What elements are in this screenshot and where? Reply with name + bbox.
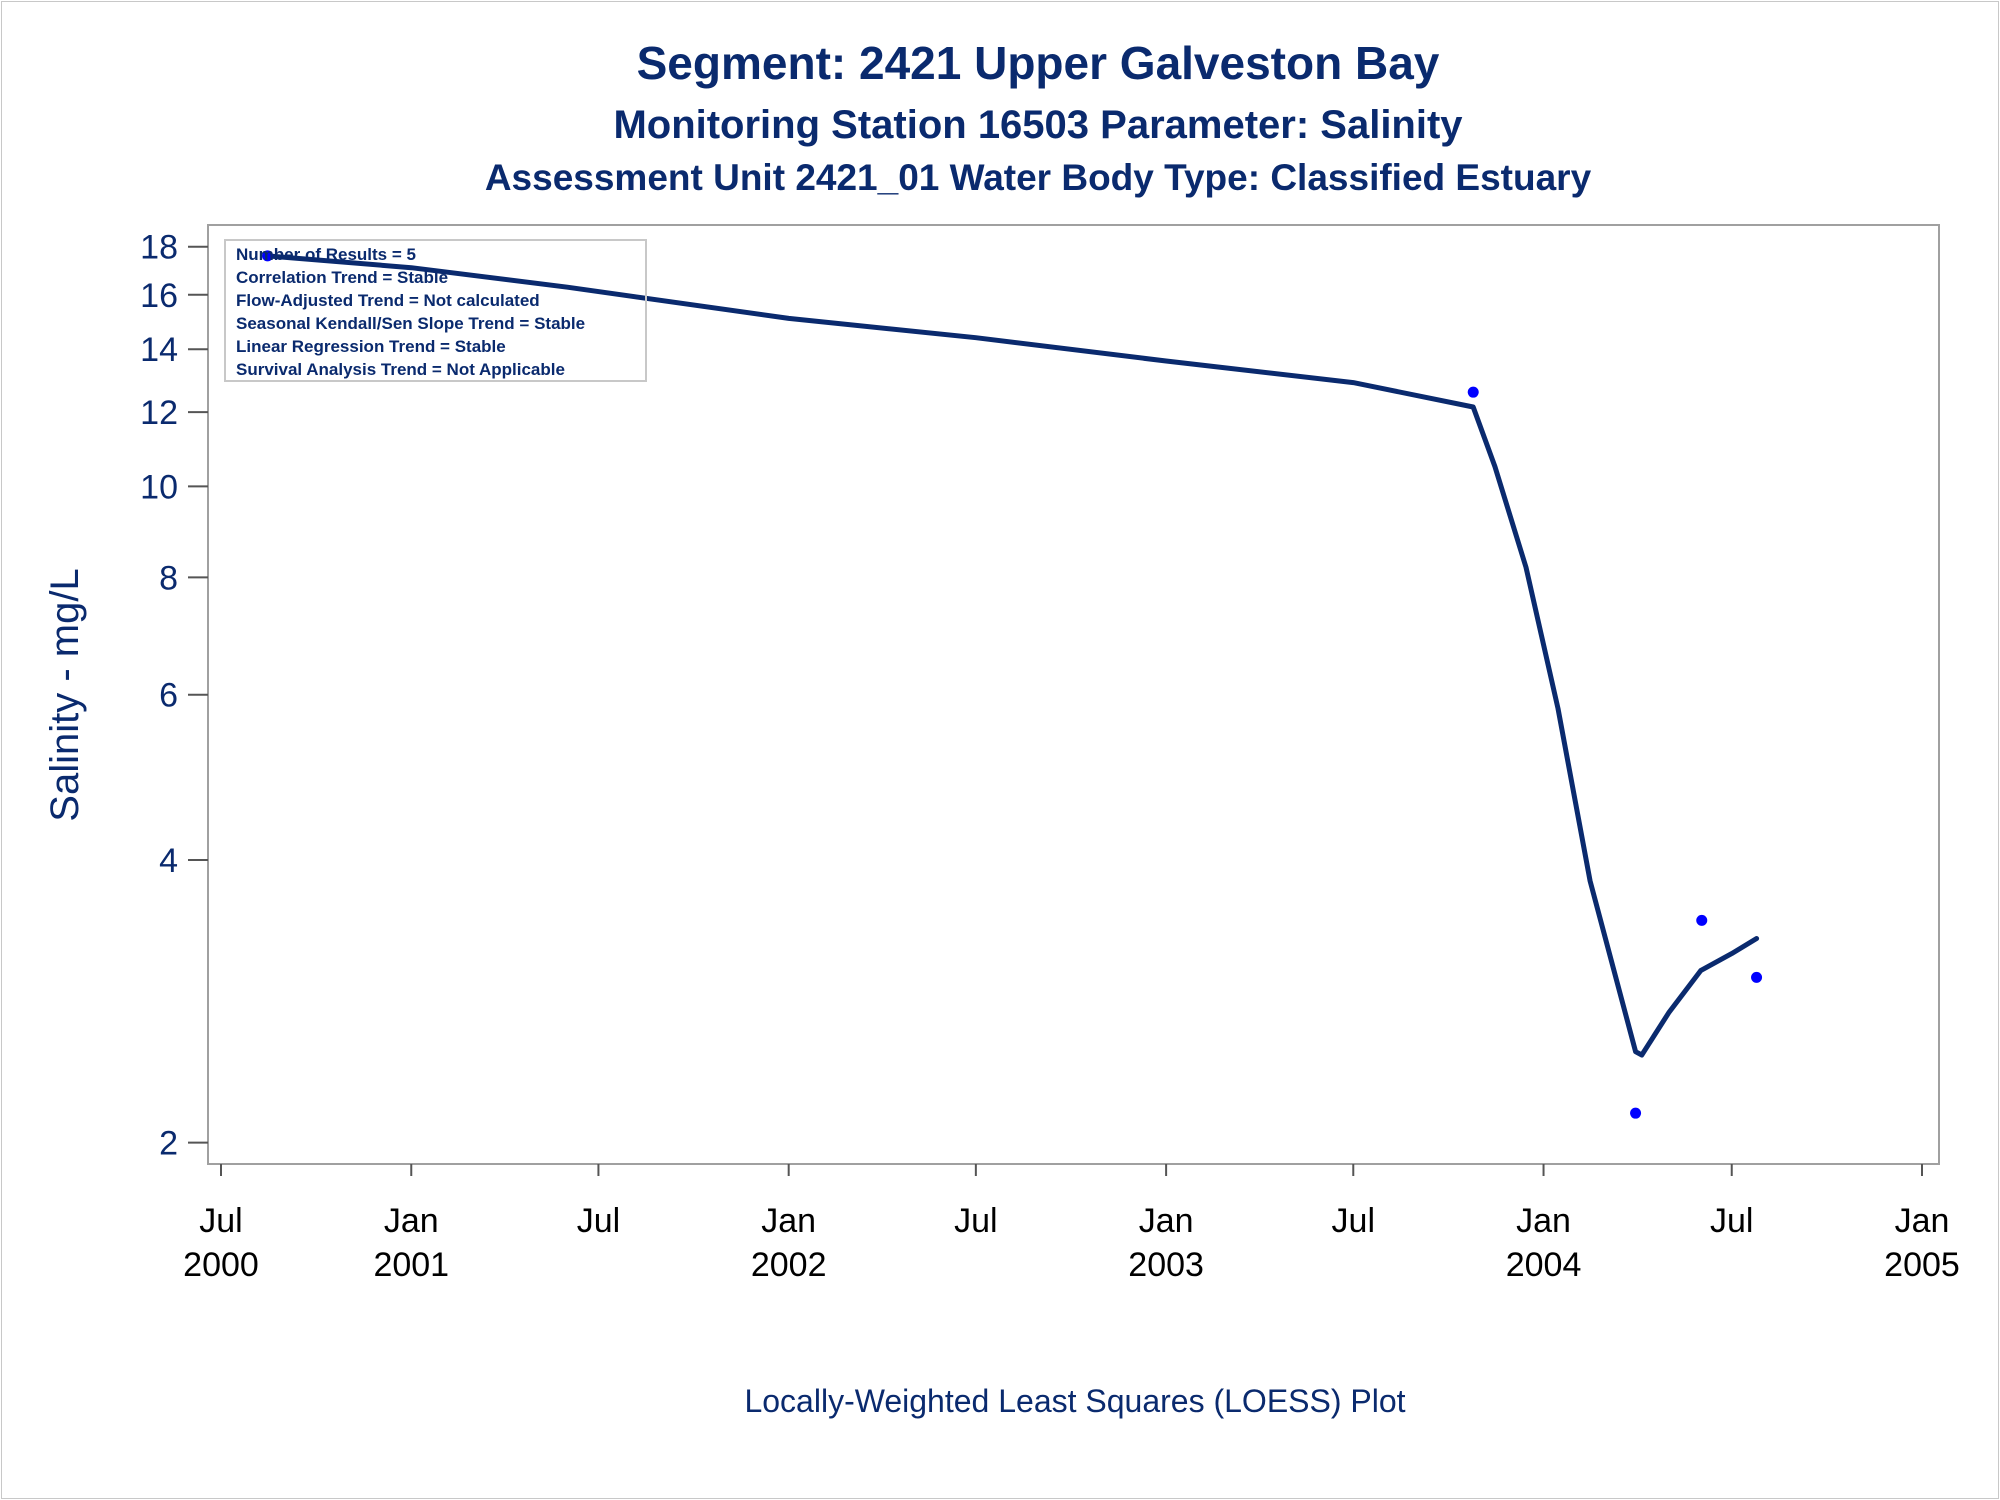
trend-summary-line: Linear Regression Trend = Stable <box>236 337 506 356</box>
trend-summary-box: Number of Results = 5 Correlation Trend … <box>224 239 647 382</box>
x-tick-label: Jul <box>1710 1202 1753 1240</box>
x-tick-label-year: 2000 <box>183 1246 259 1284</box>
trend-summary-line: Survival Analysis Trend = Not Applicable <box>236 360 565 379</box>
x-tick-label: Jan <box>1139 1202 1194 1240</box>
trend-summary-line: Seasonal Kendall/Sen Slope Trend = Stabl… <box>236 314 585 333</box>
x-tick-label-year: 2004 <box>1506 1246 1582 1284</box>
chart-subtitle-assessment: Assessment Unit 2421_01 Water Body Type:… <box>485 157 1592 198</box>
trend-summary-line: Flow-Adjusted Trend = Not calculated <box>236 291 540 310</box>
x-tick-label: Jan <box>1895 1202 1950 1240</box>
trend-summary-line: Number of Results = 5 <box>236 245 416 264</box>
x-tick-label: Jan <box>384 1202 439 1240</box>
data-point <box>1751 971 1763 983</box>
y-tick-label: 12 <box>140 394 178 432</box>
data-point <box>262 250 274 262</box>
y-tick-label: 2 <box>159 1125 178 1163</box>
x-tick-label-year: 2001 <box>373 1246 449 1284</box>
x-tick-label: Jul <box>577 1202 620 1240</box>
x-axis: Jul 2000 Jan 2001 Jul Jan 2002 Jul Jan 2003 Jul Jan… <box>183 1164 1960 1284</box>
data-point <box>1467 386 1479 398</box>
x-tick-label: Jul <box>954 1202 997 1240</box>
trend-summary-line: Correlation Trend = Stable <box>236 268 448 287</box>
plot-footnote: Locally-Weighted Least Squares (LOESS) P… <box>744 1383 1405 1419</box>
y-tick-label: 16 <box>140 277 178 315</box>
y-tick-label: 8 <box>159 559 178 597</box>
x-tick-label-year: 2005 <box>1884 1246 1960 1284</box>
data-point <box>1696 914 1708 926</box>
y-tick-label: 18 <box>140 229 178 267</box>
y-tick-label: 10 <box>140 468 178 506</box>
loess-curve <box>265 253 1760 1058</box>
y-tick-label: 4 <box>159 842 178 880</box>
y-tick-label: 6 <box>159 677 178 715</box>
x-tick-label: Jan <box>761 1202 816 1240</box>
x-tick-label-year: 2003 <box>1128 1246 1204 1284</box>
x-tick-label: Jul <box>1332 1202 1375 1240</box>
data-points <box>262 250 1763 1119</box>
data-point <box>1630 1107 1642 1119</box>
x-tick-label: Jan <box>1516 1202 1571 1240</box>
x-tick-label: Jul <box>199 1202 242 1240</box>
chart-subtitle-station: Monitoring Station 16503 Parameter: Sali… <box>613 103 1463 147</box>
y-axis-label: Salinity - mg/L <box>43 568 87 821</box>
chart-title: Segment: 2421 Upper Galveston Bay <box>637 37 1440 89</box>
x-tick-label-year: 2002 <box>751 1246 827 1284</box>
trend-summary-border <box>224 239 647 382</box>
y-tick-label: 14 <box>140 331 178 369</box>
y-axis: 2 4 6 8 10 12 14 16 18 <box>140 229 208 1163</box>
